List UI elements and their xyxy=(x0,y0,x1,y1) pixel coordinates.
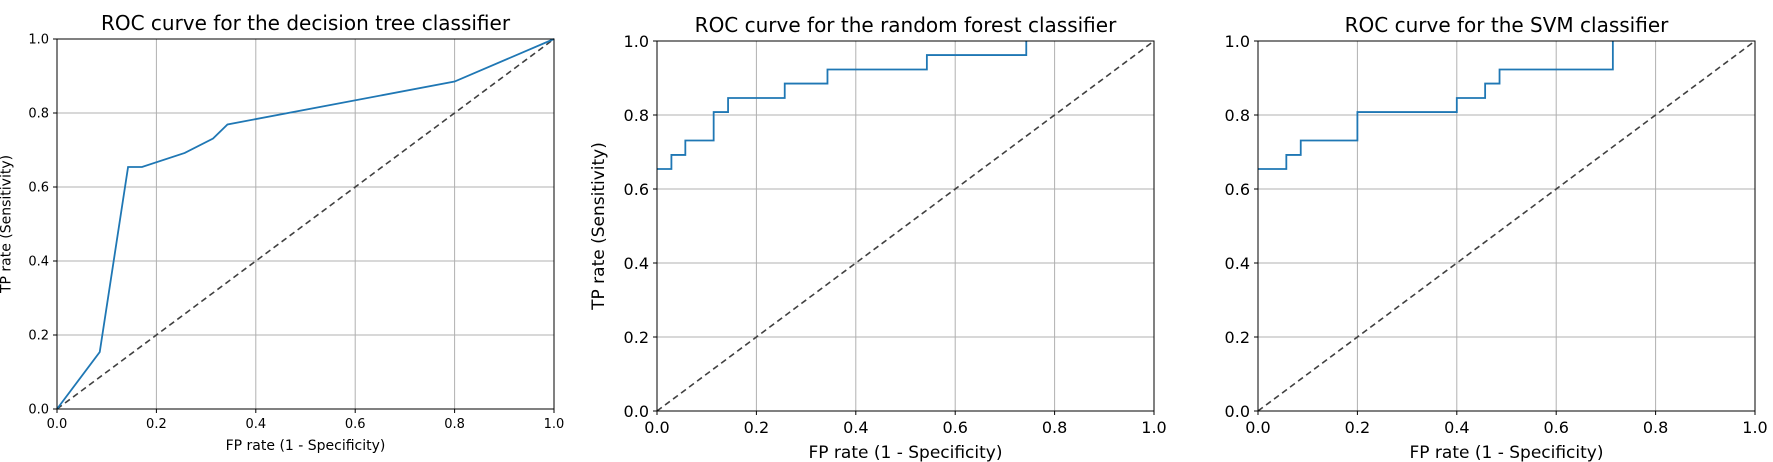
y-tick-label: 0.0 xyxy=(624,402,649,421)
x-tick-label: 0.8 xyxy=(1042,418,1067,437)
y-tick-label: 0.8 xyxy=(28,107,49,122)
y-tick-label: 0.0 xyxy=(28,403,49,418)
roc-curve-line xyxy=(1258,41,1614,170)
plot-frame xyxy=(56,38,555,410)
roc-curve-line xyxy=(56,38,555,410)
x-tick-label: 0.4 xyxy=(843,418,868,437)
y-tick-label: 1.0 xyxy=(624,32,649,51)
chance-diagonal-line xyxy=(56,38,555,410)
y-tick-label: 0.2 xyxy=(624,328,649,347)
chance-diagonal-line xyxy=(1257,40,1756,412)
chart-title: ROC curve for the SVM classifier xyxy=(1345,13,1669,37)
y-axis-label: TP rate (Sensitivity) xyxy=(589,142,609,311)
y-tick-label: 0.4 xyxy=(1225,254,1250,273)
y-tick-label: 0.4 xyxy=(624,254,649,273)
x-axis-label: FP rate (1 - Specificity) xyxy=(226,438,386,454)
plot-frame xyxy=(1257,40,1756,412)
chance-diagonal-line xyxy=(656,40,1155,412)
y-tick-label: 0.2 xyxy=(1225,328,1250,347)
y-tick-label: 0.0 xyxy=(1225,402,1250,421)
y-tick-label: 0.6 xyxy=(28,181,49,196)
x-tick-label: 0.2 xyxy=(1345,418,1370,437)
x-tick-label: 0.6 xyxy=(1543,418,1568,437)
y-tick-label: 0.6 xyxy=(1225,180,1250,199)
x-tick-label: 1.0 xyxy=(1742,418,1767,437)
x-tick-label: 0.4 xyxy=(1444,418,1469,437)
decision-tree-roc-panel: 0.0 0.2 0.4 0.6 0.8 1.0 0.0 0.2 0.4 0.6 0.8 1.0 ROC … xyxy=(0,11,564,454)
roc-curve-line xyxy=(657,41,1028,170)
y-tick-label: 0.6 xyxy=(624,180,649,199)
x-tick-label: 0.8 xyxy=(444,417,465,432)
x-tick-label: 0.0 xyxy=(47,417,68,432)
y-tick-label: 0.8 xyxy=(624,106,649,125)
x-axis-label: FP rate (1 - Specificity) xyxy=(1409,443,1603,462)
random-forest-roc-panel: 0.0 0.2 0.4 0.6 0.8 1.0 0.0 0.2 0.4 0.6 0.8 1.0 ROC … xyxy=(589,13,1167,462)
x-tick-label: 0.2 xyxy=(146,417,167,432)
x-tick-label: 0.0 xyxy=(644,418,669,437)
x-axis-label: FP rate (1 - Specificity) xyxy=(808,443,1002,462)
y-axis-label: TP rate (Sensitivity) xyxy=(0,155,14,294)
x-tick-label: 1.0 xyxy=(1141,418,1166,437)
chart-title: ROC curve for the decision tree classifi… xyxy=(101,11,511,35)
chart-title: ROC curve for the random forest classifi… xyxy=(695,13,1117,37)
svm-roc-panel: 0.0 0.2 0.4 0.6 0.8 1.0 0.0 0.2 0.4 0.6 0.8 1.0 ROC … xyxy=(1225,13,1768,462)
x-tick-label: 1.0 xyxy=(544,417,565,432)
x-tick-label: 0.6 xyxy=(345,417,366,432)
y-tick-label: 0.8 xyxy=(1225,106,1250,125)
x-tick-label: 0.6 xyxy=(942,418,967,437)
y-tick-label: 1.0 xyxy=(28,33,49,48)
y-tick-label: 1.0 xyxy=(1225,32,1250,51)
y-tick-label: 0.4 xyxy=(28,255,49,270)
x-tick-label: 0.4 xyxy=(245,417,266,432)
x-tick-label: 0.0 xyxy=(1245,418,1270,437)
x-tick-label: 0.2 xyxy=(744,418,769,437)
plot-frame xyxy=(656,40,1155,412)
y-tick-label: 0.2 xyxy=(28,329,49,344)
x-tick-label: 0.8 xyxy=(1643,418,1668,437)
